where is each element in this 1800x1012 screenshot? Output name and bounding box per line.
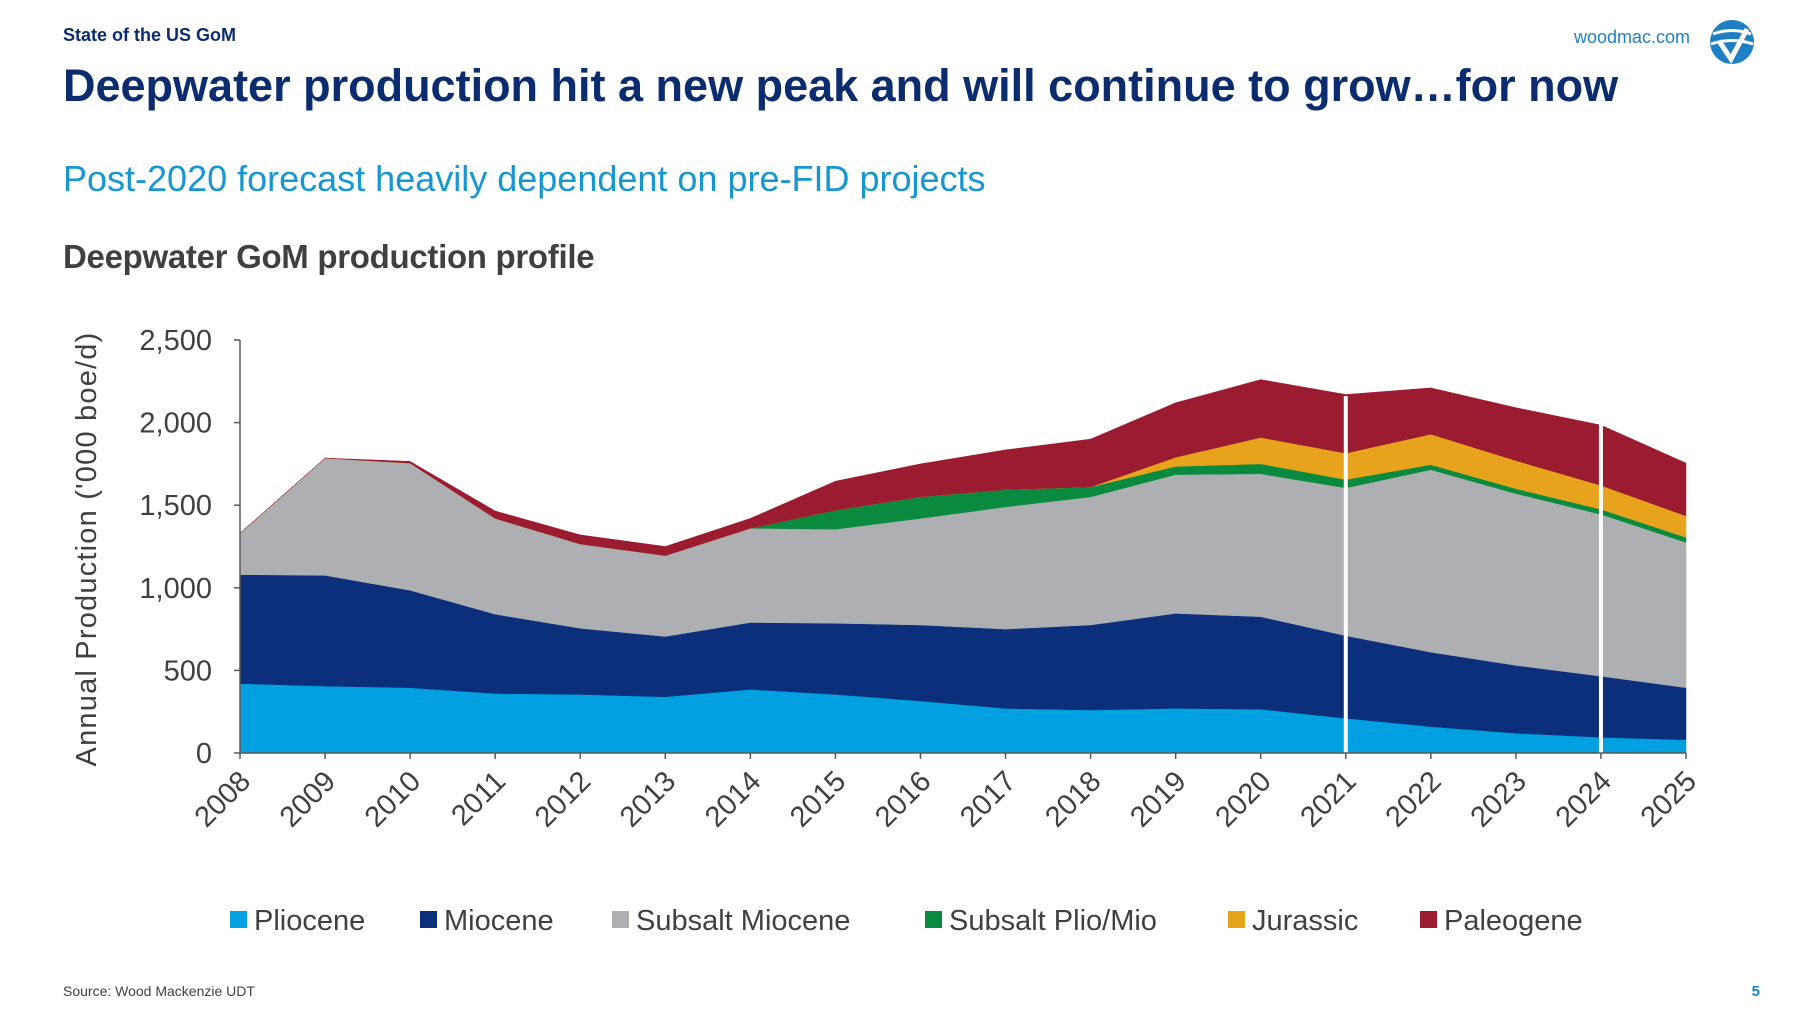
x-tick-label: 2009 bbox=[274, 765, 342, 833]
legend-label: Miocene bbox=[444, 905, 554, 937]
y-tick-label: 1,000 bbox=[139, 573, 212, 605]
page-subtitle: Post-2020 forecast heavily dependent on … bbox=[63, 158, 986, 199]
page-number: 5 bbox=[1751, 983, 1760, 1000]
x-tick-label: 2020 bbox=[1209, 765, 1277, 833]
legend-label: Pliocene bbox=[254, 905, 365, 937]
x-tick-label: 2010 bbox=[359, 765, 427, 833]
x-tick-label: 2018 bbox=[1039, 765, 1107, 833]
legend-swatch bbox=[1420, 911, 1437, 928]
legend-swatch bbox=[230, 911, 247, 928]
x-tick-label: 2013 bbox=[614, 765, 682, 833]
x-tick-label: 2017 bbox=[954, 765, 1022, 833]
legend-label: Jurassic bbox=[1252, 905, 1358, 937]
page-title: Deepwater production hit a new peak and … bbox=[63, 60, 1619, 111]
x-tick-label: 2023 bbox=[1465, 765, 1533, 833]
x-tick-label: 2016 bbox=[869, 765, 937, 833]
y-tick-label: 500 bbox=[164, 655, 212, 687]
y-tick-label: 1,500 bbox=[139, 490, 212, 522]
source-note: Source: Wood Mackenzie UDT bbox=[63, 983, 255, 999]
x-tick-label: 2014 bbox=[699, 765, 767, 833]
legend-swatch bbox=[925, 911, 942, 928]
site-link[interactable]: woodmac.com bbox=[1573, 27, 1690, 47]
y-tick-label: 2,500 bbox=[139, 325, 212, 357]
chart-title: Deepwater GoM production profile bbox=[63, 238, 595, 275]
x-tick-label: 2015 bbox=[784, 765, 852, 833]
x-tick-label: 2019 bbox=[1124, 765, 1192, 833]
x-tick-label: 2024 bbox=[1550, 765, 1618, 833]
x-tick-label: 2021 bbox=[1294, 765, 1362, 833]
legend-swatch bbox=[420, 911, 437, 928]
area-paleogene bbox=[239, 379, 1687, 556]
woodmac-globe-icon bbox=[1710, 20, 1754, 64]
legend-label: Paleogene bbox=[1444, 905, 1583, 937]
x-tick-label: 2011 bbox=[445, 765, 512, 832]
x-tick-label: 2022 bbox=[1380, 765, 1448, 833]
x-tick-label: 2025 bbox=[1635, 765, 1703, 833]
legend-label: Subsalt Plio/Mio bbox=[949, 905, 1157, 937]
x-tick-label: 2012 bbox=[529, 765, 597, 833]
section-label: State of the US GoM bbox=[63, 25, 237, 45]
y-axis-title: Annual Production ('000 boe/d) bbox=[71, 332, 103, 767]
x-tick-label: 2008 bbox=[189, 765, 257, 833]
legend-swatch bbox=[612, 911, 629, 928]
legend-swatch bbox=[1228, 911, 1245, 928]
y-tick-label: 0 bbox=[196, 738, 212, 770]
legend-label: Subsalt Miocene bbox=[636, 905, 850, 937]
y-tick-label: 2,000 bbox=[139, 408, 212, 440]
